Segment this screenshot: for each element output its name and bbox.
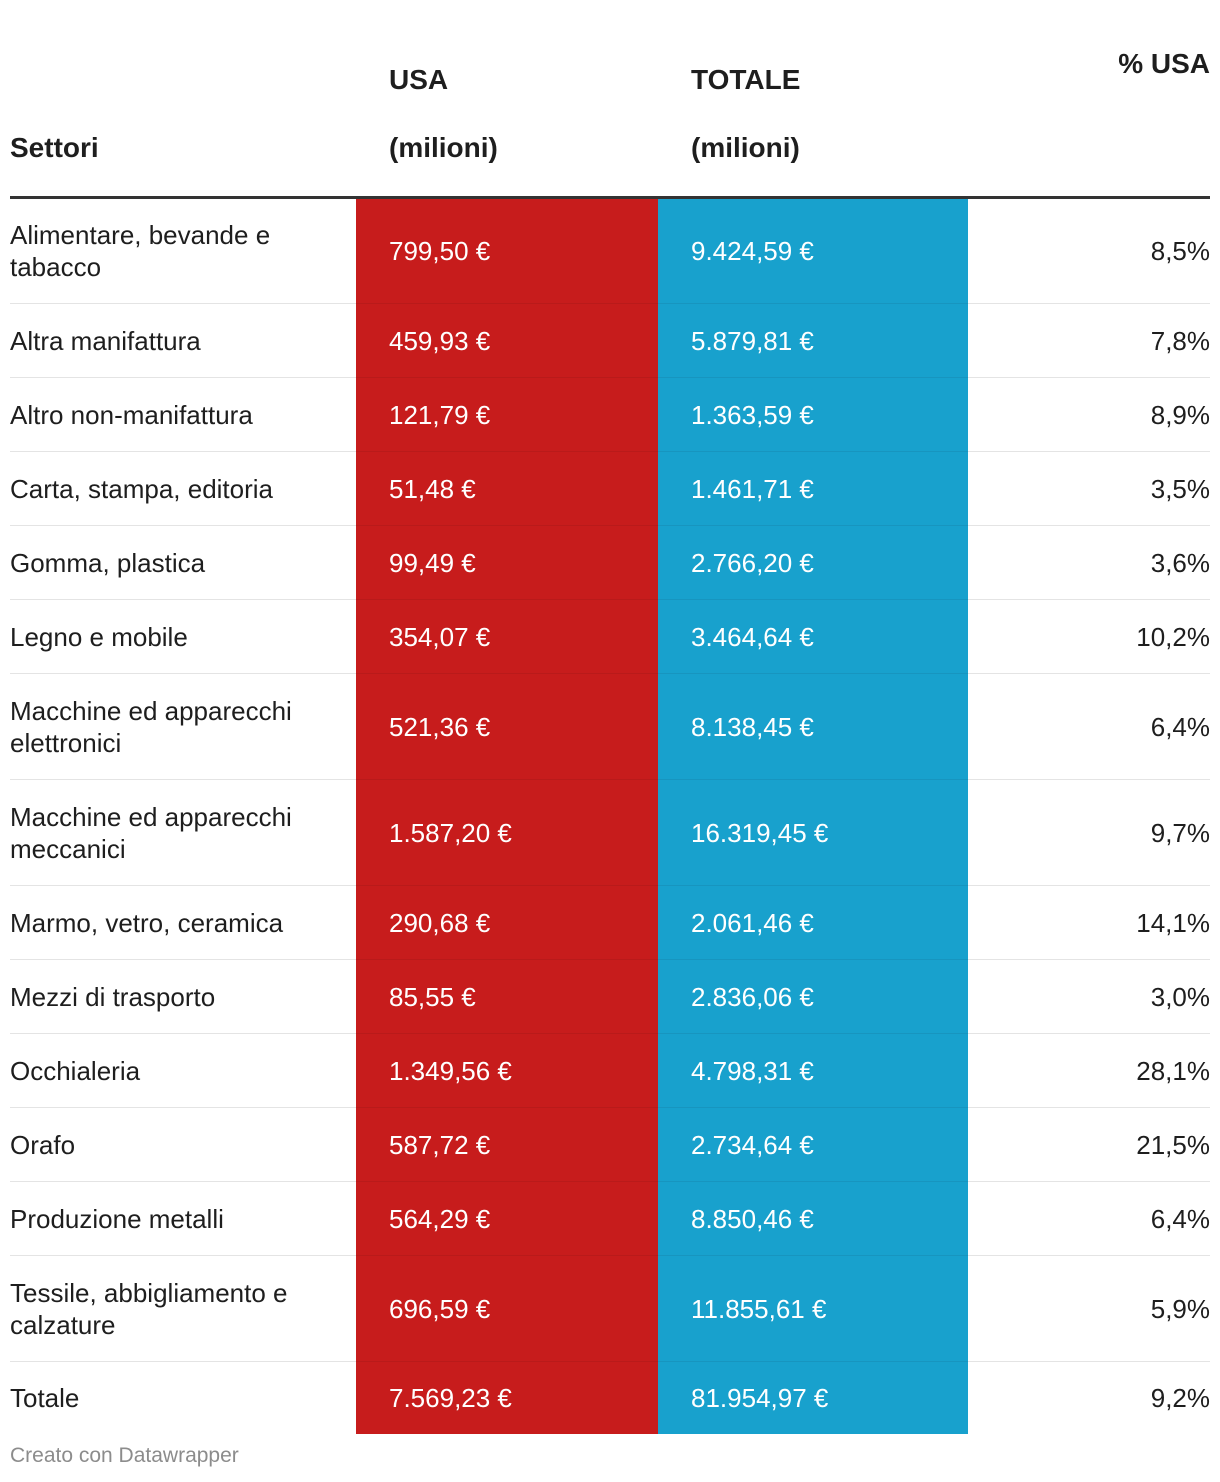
cell-usa-value: 1.587,20 €	[356, 779, 658, 886]
cell-totale-value: 4.798,31 €	[658, 1033, 968, 1108]
table-row: Macchine ed apparecchi elettronici 521,36…	[10, 673, 1210, 780]
cell-sector: Tessile, abbigliamento e calzature	[10, 1255, 356, 1362]
cell-usa-value: 121,79 €	[356, 377, 658, 452]
cell-pct-usa: 9,7%	[968, 779, 1210, 886]
cell-sector: Occhialeria	[10, 1033, 356, 1108]
exports-table: Settori USA (milioni) TOTALE (milioni) %…	[10, 0, 1210, 1434]
cell-pct-usa: 6,4%	[968, 1181, 1210, 1256]
cell-usa-value: 99,49 €	[356, 525, 658, 600]
cell-usa-value: 290,68 €	[356, 885, 658, 960]
footer-credit: Creato con Datawrapper	[10, 1444, 239, 1467]
cell-usa-value: 1.349,56 €	[356, 1033, 658, 1108]
table-row: Altro non-manifattura 121,79 €1.363,59 €8…	[10, 377, 1210, 452]
table-row: Marmo, vetro, ceramica 290,68 €2.061,46 €…	[10, 885, 1210, 960]
table-row: Orafo 587,72 €2.734,64 €21,5%	[10, 1107, 1210, 1182]
cell-totale-value: 9.424,59 €	[658, 197, 968, 304]
table-row: Occhialeria 1.349,56 €4.798,31 €28,1%	[10, 1033, 1210, 1108]
cell-totale-value: 16.319,45 €	[658, 779, 968, 886]
cell-sector: Orafo	[10, 1107, 356, 1182]
cell-usa-value: 354,07 €	[356, 599, 658, 674]
table-row: Legno e mobile 354,07 €3.464,64 €10,2%	[10, 599, 1210, 674]
table-row: Macchine ed apparecchi meccanici 1.587,20…	[10, 779, 1210, 886]
cell-totale-value: 11.855,61 €	[658, 1255, 968, 1362]
cell-usa-value: 799,50 €	[356, 197, 658, 304]
header-pct-usa-line1: % USA	[1118, 48, 1210, 79]
cell-totale-value: 2.734,64 €	[658, 1107, 968, 1182]
header-usa[interactable]: USA (milioni)	[356, 0, 658, 199]
cell-sector: Carta, stampa, editoria	[10, 451, 356, 526]
cell-totale-value: 81.954,97 €	[658, 1361, 968, 1434]
cell-sector: Produzione metalli	[10, 1181, 356, 1256]
cell-sector: Totale	[10, 1383, 80, 1413]
cell-pct-usa: 3,6%	[968, 525, 1210, 600]
cell-totale-value: 2.836,06 €	[658, 959, 968, 1034]
cell-pct-usa: 5,9%	[968, 1255, 1210, 1362]
cell-pct-usa: 7,8%	[968, 303, 1210, 378]
table-row: Alimentare, bevande e tabacco 799,50 €9.4…	[10, 197, 1210, 304]
cell-sector: Macchine ed apparecchi meccanici	[10, 779, 356, 886]
cell-totale-value: 1.461,71 €	[658, 451, 968, 526]
cell-usa-value: 459,93 €	[356, 303, 658, 378]
cell-usa-value: 521,36 €	[356, 673, 658, 780]
header-pct-usa[interactable]: % USA	[968, 0, 1210, 199]
table-row: Altra manifattura 459,93 €5.879,81 €7,8%	[10, 303, 1210, 378]
header-sector[interactable]: Settori	[10, 0, 356, 199]
data-table-container: Settori USA (milioni) TOTALE (milioni) %…	[10, 0, 1210, 1434]
cell-pct-usa: 8,5%	[968, 197, 1210, 304]
cell-pct-usa: 9,2%	[1150, 1383, 1210, 1413]
cell-usa-value: 564,29 €	[356, 1181, 658, 1256]
cell-sector: Alimentare, bevande e tabacco	[10, 197, 356, 304]
header-totale-line2: (milioni)	[691, 132, 800, 163]
cell-usa-value: 7.569,23 €	[356, 1361, 658, 1434]
header-usa-line1: USA	[389, 64, 449, 95]
cell-totale-value: 8.138,45 €	[658, 673, 968, 780]
table-row: Mezzi di trasporto 85,55 €2.836,06 €3,0%	[10, 959, 1210, 1034]
cell-totale-value: 3.464,64 €	[658, 599, 968, 674]
header-totale[interactable]: TOTALE (milioni)	[658, 0, 968, 199]
cell-pct-usa: 6,4%	[968, 673, 1210, 780]
cell-sector: Legno e mobile	[10, 599, 356, 674]
cell-usa-value: 85,55 €	[356, 959, 658, 1034]
cell-pct-usa: 21,5%	[968, 1107, 1210, 1182]
table-row: Carta, stampa, editoria 51,48 €1.461,71 €…	[10, 451, 1210, 526]
cell-usa-value: 51,48 €	[356, 451, 658, 526]
cell-usa-value: 587,72 €	[356, 1107, 658, 1182]
table-body: Alimentare, bevande e tabacco 799,50 €9.4…	[10, 197, 1210, 1434]
header-totale-line1: TOTALE	[691, 64, 801, 95]
table-row: Tessile, abbigliamento e calzature 696,59…	[10, 1255, 1210, 1362]
table-header: Settori USA (milioni) TOTALE (milioni) %…	[10, 0, 1210, 199]
cell-pct-usa: 8,9%	[968, 377, 1210, 452]
cell-pct-usa: 3,5%	[968, 451, 1210, 526]
cell-totale-value: 8.850,46 €	[658, 1181, 968, 1256]
cell-totale-value: 2.061,46 €	[658, 885, 968, 960]
table-row: Totale 7.569,23 €81.954,97 € 9,2%	[10, 1361, 1210, 1434]
header-sector-line2: Settori	[10, 132, 99, 163]
table-row: Produzione metalli 564,29 €8.850,46 €6,4%	[10, 1181, 1210, 1256]
header-usa-line2: (milioni)	[389, 132, 498, 163]
cell-sector: Marmo, vetro, ceramica	[10, 885, 356, 960]
cell-pct-usa: 28,1%	[968, 1033, 1210, 1108]
cell-sector: Gomma, plastica	[10, 525, 356, 600]
cell-usa-value: 696,59 €	[356, 1255, 658, 1362]
cell-totale-value: 2.766,20 €	[658, 525, 968, 600]
cell-pct-usa: 3,0%	[968, 959, 1210, 1034]
cell-pct-usa: 10,2%	[968, 599, 1210, 674]
cell-pct-usa: 14,1%	[968, 885, 1210, 960]
table-row: Gomma, plastica 99,49 €2.766,20 €3,6%	[10, 525, 1210, 600]
cell-sector: Mezzi di trasporto	[10, 959, 356, 1034]
cell-sector: Altro non-manifattura	[10, 377, 356, 452]
cell-totale-value: 1.363,59 €	[658, 377, 968, 452]
cell-sector: Macchine ed apparecchi elettronici	[10, 673, 356, 780]
cell-sector: Altra manifattura	[10, 303, 356, 378]
cell-totale-value: 5.879,81 €	[658, 303, 968, 378]
